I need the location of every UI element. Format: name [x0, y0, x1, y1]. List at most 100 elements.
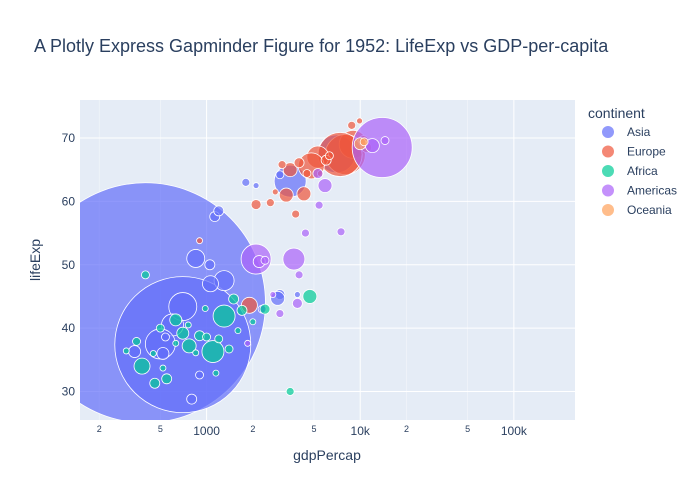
data-point[interactable] — [202, 332, 211, 342]
y-tick-label: 50 — [62, 258, 76, 272]
data-point[interactable] — [214, 334, 224, 344]
data-point[interactable] — [252, 182, 260, 189]
data-point[interactable] — [244, 339, 252, 347]
data-point[interactable] — [271, 188, 279, 196]
data-point[interactable] — [312, 168, 324, 179]
data-point[interactable] — [128, 345, 142, 358]
data-point[interactable] — [186, 393, 198, 405]
legend: continent Asia Europe Africa Americas Oceani… — [588, 105, 677, 217]
data-point[interactable] — [282, 247, 306, 271]
data-point[interactable] — [293, 157, 305, 169]
data-point[interactable] — [195, 370, 204, 380]
data-point[interactable] — [275, 170, 285, 180]
data-point[interactable] — [275, 309, 285, 318]
data-point[interactable] — [156, 347, 170, 360]
data-point[interactable] — [201, 340, 225, 363]
data-point[interactable] — [278, 187, 294, 203]
data-point[interactable] — [336, 227, 346, 237]
y-tick-label: 30 — [62, 384, 76, 398]
legend-marker — [602, 126, 614, 138]
data-point[interactable] — [224, 344, 234, 354]
x-tick-label: 1000 — [193, 424, 220, 438]
data-point[interactable] — [141, 270, 150, 280]
data-point[interactable] — [202, 275, 219, 293]
data-point[interactable] — [122, 347, 130, 355]
data-point[interactable] — [314, 200, 324, 210]
x-axis-title: gdpPercap — [293, 447, 361, 463]
data-point[interactable] — [259, 303, 271, 315]
data-point[interactable] — [356, 117, 363, 125]
data-point[interactable] — [181, 338, 197, 354]
y-tick-label: 70 — [62, 131, 76, 145]
data-point[interactable] — [133, 357, 151, 375]
data-point[interactable] — [212, 369, 220, 377]
data-point[interactable] — [265, 198, 275, 208]
data-point[interactable] — [347, 120, 357, 130]
legend-item-americas[interactable]: Americas — [627, 184, 677, 198]
chart-title: A Plotly Express Gapminder Figure for 19… — [34, 36, 609, 56]
data-point[interactable] — [155, 323, 165, 333]
legend-item-oceania[interactable]: Oceania — [627, 203, 672, 217]
data-point[interactable] — [149, 350, 157, 357]
data-point[interactable] — [186, 249, 206, 268]
data-point[interactable] — [234, 327, 242, 335]
x-tick-label-minor: 2 — [250, 424, 255, 434]
data-point[interactable] — [294, 270, 304, 280]
data-point[interactable] — [149, 377, 161, 389]
data-point[interactable] — [169, 313, 183, 327]
x-tick-label-minor: 5 — [311, 424, 316, 434]
data-point[interactable] — [277, 160, 287, 170]
data-point[interactable] — [201, 305, 209, 312]
axis-ticks: 1000 10k 100k 2 5 2 5 2 5 30 40 50 60 70 — [62, 131, 528, 438]
data-point[interactable] — [291, 209, 301, 219]
data-point[interactable] — [172, 339, 180, 347]
data-point[interactable] — [301, 228, 310, 238]
x-tick-label: 10k — [351, 424, 371, 438]
data-point[interactable] — [317, 178, 333, 193]
series-oceania — [353, 137, 369, 151]
data-point[interactable] — [161, 332, 170, 342]
data-point[interactable] — [359, 137, 369, 147]
legend-marker — [602, 145, 614, 158]
data-point[interactable] — [213, 205, 225, 217]
data-point[interactable] — [228, 293, 240, 305]
legend-marker — [602, 204, 614, 216]
data-point[interactable] — [291, 298, 303, 309]
data-point[interactable] — [285, 387, 295, 396]
series-americas — [240, 117, 413, 347]
data-point[interactable] — [212, 304, 236, 328]
x-tick-label-minor: 5 — [158, 424, 163, 434]
data-point[interactable] — [380, 136, 390, 145]
y-tick-label: 60 — [62, 194, 76, 208]
data-point[interactable] — [159, 364, 167, 372]
x-tick-label: 100k — [501, 424, 528, 438]
data-point[interactable] — [302, 289, 318, 304]
data-point[interactable] — [260, 255, 270, 265]
data-point[interactable] — [296, 186, 312, 202]
data-point[interactable] — [161, 373, 173, 385]
x-tick-label-minor: 5 — [465, 424, 470, 434]
legend-item-africa[interactable]: Africa — [627, 164, 658, 178]
data-point[interactable] — [324, 151, 334, 161]
data-point[interactable] — [293, 291, 301, 298]
data-points — [80, 117, 413, 420]
legend-item-europe[interactable]: Europe — [627, 145, 666, 159]
data-point[interactable] — [132, 337, 141, 346]
data-point[interactable] — [241, 177, 251, 187]
data-point[interactable] — [236, 304, 248, 316]
data-point[interactable] — [192, 349, 200, 357]
data-point[interactable] — [282, 162, 298, 178]
legend-item-asia[interactable]: Asia — [627, 125, 651, 139]
legend-marker — [602, 184, 614, 197]
data-point[interactable] — [250, 199, 262, 210]
data-point[interactable] — [176, 326, 190, 340]
data-point[interactable] — [269, 291, 277, 298]
data-point[interactable] — [196, 237, 203, 245]
data-point[interactable] — [204, 259, 216, 271]
data-point[interactable] — [184, 321, 192, 329]
y-tick-label: 40 — [62, 321, 76, 335]
data-point[interactable] — [249, 318, 257, 326]
data-point[interactable] — [351, 117, 413, 178]
data-point[interactable] — [302, 169, 312, 178]
